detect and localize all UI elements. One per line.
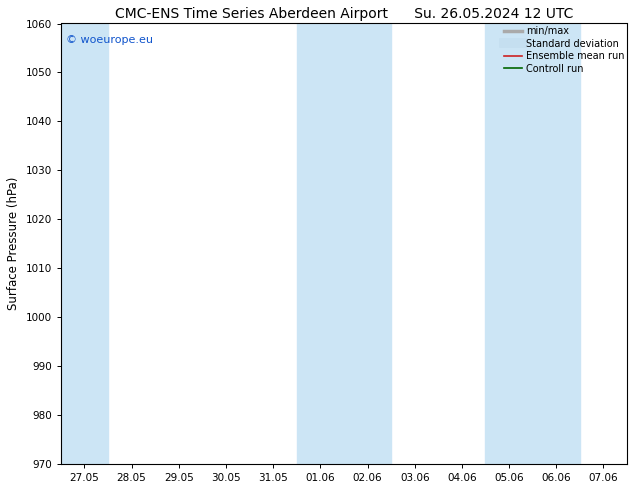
Title: CMC-ENS Time Series Aberdeen Airport      Su. 26.05.2024 12 UTC: CMC-ENS Time Series Aberdeen Airport Su.… <box>115 7 573 21</box>
Legend: min/max, Standard deviation, Ensemble mean run, Controll run: min/max, Standard deviation, Ensemble me… <box>504 26 624 74</box>
Bar <box>297 24 391 464</box>
Bar <box>486 24 580 464</box>
Text: © woeurope.eu: © woeurope.eu <box>67 34 153 45</box>
Bar <box>61 24 108 464</box>
Y-axis label: Surface Pressure (hPa): Surface Pressure (hPa) <box>7 177 20 311</box>
